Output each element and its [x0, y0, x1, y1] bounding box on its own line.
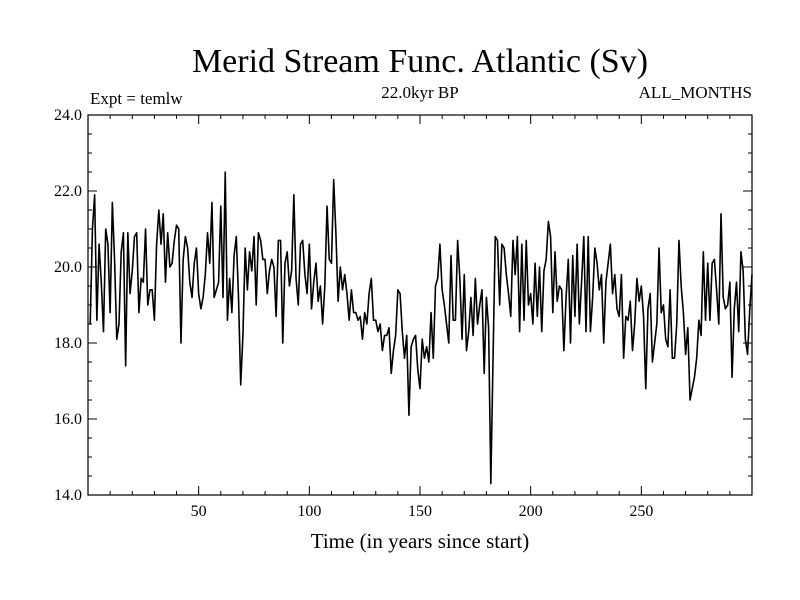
y-tick-label: 20.0	[54, 259, 82, 276]
period-label: 22.0kyr BP	[381, 83, 458, 102]
x-axis: 50 100 150 200 250	[109, 115, 731, 520]
y-tick-label: 24.0	[54, 107, 82, 124]
y-tick-label: 14.0	[54, 487, 82, 504]
plot-frame	[87, 114, 753, 496]
chart-title: Merid Stream Func. Atlantic (Sv)	[192, 43, 648, 80]
x-tick-label: 150	[408, 503, 432, 520]
y-axis: 14.0 16.0 18.0 20.0 22.0 24.0	[54, 107, 752, 504]
series-line	[89, 171, 753, 485]
y-tick-label: 18.0	[54, 335, 82, 352]
x-tick-label: 250	[629, 503, 653, 520]
x-tick-label: 100	[297, 503, 321, 520]
series-layer	[89, 171, 753, 485]
y-tick-label: 16.0	[54, 411, 82, 428]
x-tick-label: 50	[191, 503, 207, 520]
x-tick-label: 200	[519, 503, 543, 520]
months-label: ALL_MONTHS	[639, 83, 752, 102]
experiment-label: Expt = temlw	[90, 89, 183, 108]
x-axis-label: Time (in years since start)	[311, 529, 530, 553]
y-tick-label: 22.0	[54, 183, 82, 200]
